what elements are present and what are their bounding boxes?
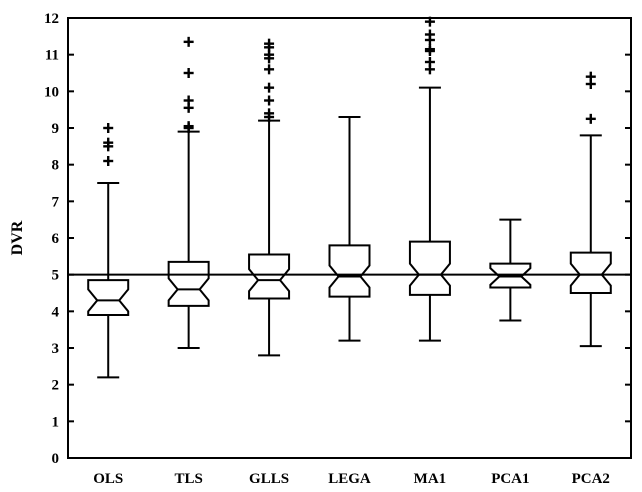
box-body [248, 253, 291, 300]
box-body [328, 244, 371, 298]
y-tick-label: 10 [44, 84, 59, 100]
y-tick-label: 9 [52, 121, 60, 137]
y-tick-label: 6 [52, 231, 60, 247]
y-tick-label: 8 [52, 158, 60, 174]
box-body [408, 240, 451, 296]
box-tls [167, 36, 210, 349]
x-tick-label: TLS [174, 471, 202, 487]
y-tick-label: 1 [52, 414, 60, 430]
y-tick-label: 5 [52, 268, 60, 284]
box-body [167, 260, 210, 307]
box-body [87, 279, 130, 316]
box-glls [248, 38, 291, 357]
box-ma1 [408, 16, 451, 342]
box-series [87, 16, 612, 379]
x-tick-label: PCA1 [491, 471, 529, 487]
x-tick-label: MA1 [414, 471, 447, 487]
x-tick-label: OLS [93, 471, 123, 487]
y-tick-label: 0 [52, 451, 60, 467]
x-tick-label: LEGA [328, 471, 371, 487]
box-body [569, 251, 612, 294]
y-tick-label: 3 [52, 341, 60, 357]
box-ols [87, 123, 130, 379]
y-tick-label: 11 [45, 48, 59, 64]
box-lega [328, 116, 371, 342]
y-tick-label: 2 [52, 378, 60, 394]
box-pca2 [569, 71, 612, 348]
plot-frame [67, 17, 632, 459]
y-tick-label: 7 [52, 194, 60, 210]
x-tick-label: PCA2 [572, 471, 610, 487]
x-tick-label: GLLS [249, 471, 289, 487]
y-tick-label: 4 [52, 304, 60, 320]
box-pca1 [489, 218, 532, 322]
y-axis-title: DVR [9, 220, 26, 255]
x-axis-tick-labels: OLS TLS GLLS LEGA MA1 PCA1 PCA2 [93, 471, 610, 487]
y-tick-label: 12 [44, 11, 59, 27]
